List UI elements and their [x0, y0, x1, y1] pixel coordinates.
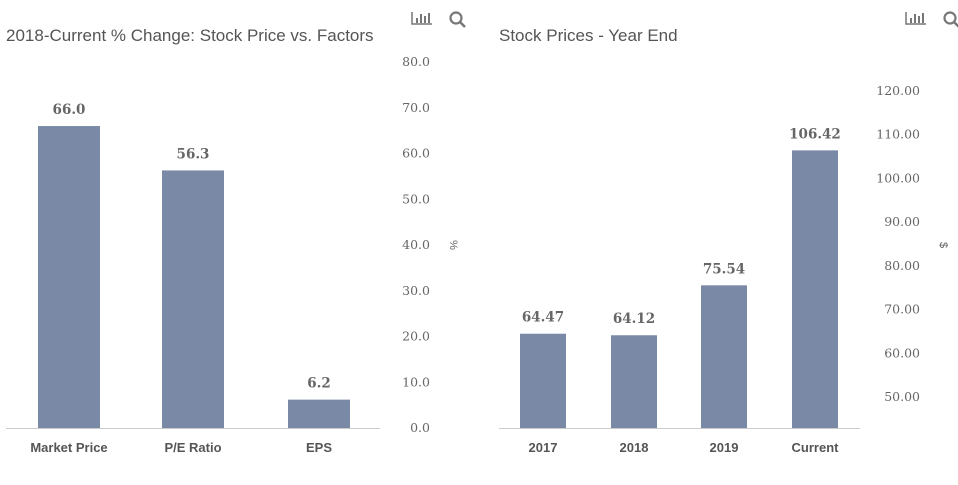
bar[interactable] — [38, 126, 100, 429]
chart-title: 2018-Current % Change: Stock Price vs. F… — [6, 26, 374, 45]
y-tick-label: 80.0 — [402, 54, 430, 69]
x-tick-label: 2019 — [710, 440, 739, 455]
y-axis-label: $ — [937, 242, 949, 248]
y-tick-label: 50.0 — [402, 191, 430, 206]
x-tick-label: 2018 — [620, 440, 649, 455]
chart-title: Stock Prices - Year End — [499, 26, 678, 45]
y-tick-label: 100.00 — [876, 170, 920, 185]
data-label: 64.12 — [613, 311, 655, 327]
search-icon[interactable] — [449, 11, 466, 28]
y-tick-label: 120.00 — [876, 83, 920, 98]
y-tick-label: 60.00 — [884, 345, 920, 360]
data-label: 75.54 — [703, 261, 745, 277]
data-label: 64.47 — [522, 310, 564, 326]
data-label: 6.2 — [307, 376, 331, 392]
bar[interactable] — [701, 285, 747, 428]
y-tick-label: 40.0 — [402, 237, 430, 252]
bar[interactable] — [162, 170, 224, 429]
x-tick-label: P/E Ratio — [164, 440, 221, 455]
bar[interactable] — [288, 399, 350, 428]
chart-stock-prices: Stock Prices - Year End $ 50.00 60.00 70.0… — [499, 11, 958, 455]
data-label: 56.3 — [177, 146, 210, 162]
y-tick-label: 20.0 — [402, 329, 430, 344]
y-tick-label: 60.0 — [402, 146, 430, 161]
y-tick-label: 70.0 — [402, 100, 430, 115]
bar[interactable] — [520, 333, 566, 428]
search-icon[interactable] — [943, 11, 958, 28]
y-axis-label: % — [447, 240, 459, 250]
y-tick-label: 50.00 — [884, 389, 920, 404]
x-tick-label: EPS — [306, 440, 332, 455]
data-label: 66.0 — [53, 102, 86, 118]
y-tick-label: 70.00 — [884, 302, 920, 317]
x-tick-label: 2017 — [529, 440, 558, 455]
bar-chart-icon[interactable] — [905, 12, 926, 25]
data-label: 106.42 — [789, 126, 841, 142]
y-tick-label: 10.0 — [402, 374, 430, 389]
y-tick-label: 110.00 — [876, 127, 920, 142]
y-tick-label: 30.0 — [402, 283, 430, 298]
bar[interactable] — [792, 150, 838, 428]
chart-percent-change: 2018-Current % Change: Stock Price vs. F… — [6, 11, 466, 455]
x-tick-label: Current — [792, 440, 840, 455]
bar-chart-icon[interactable] — [411, 12, 432, 25]
y-tick-label: 80.00 — [884, 258, 920, 273]
x-tick-label: Market Price — [30, 440, 107, 455]
bar[interactable] — [611, 335, 657, 428]
y-tick-label: 90.00 — [884, 214, 920, 229]
y-tick-label: 0.0 — [410, 420, 430, 435]
